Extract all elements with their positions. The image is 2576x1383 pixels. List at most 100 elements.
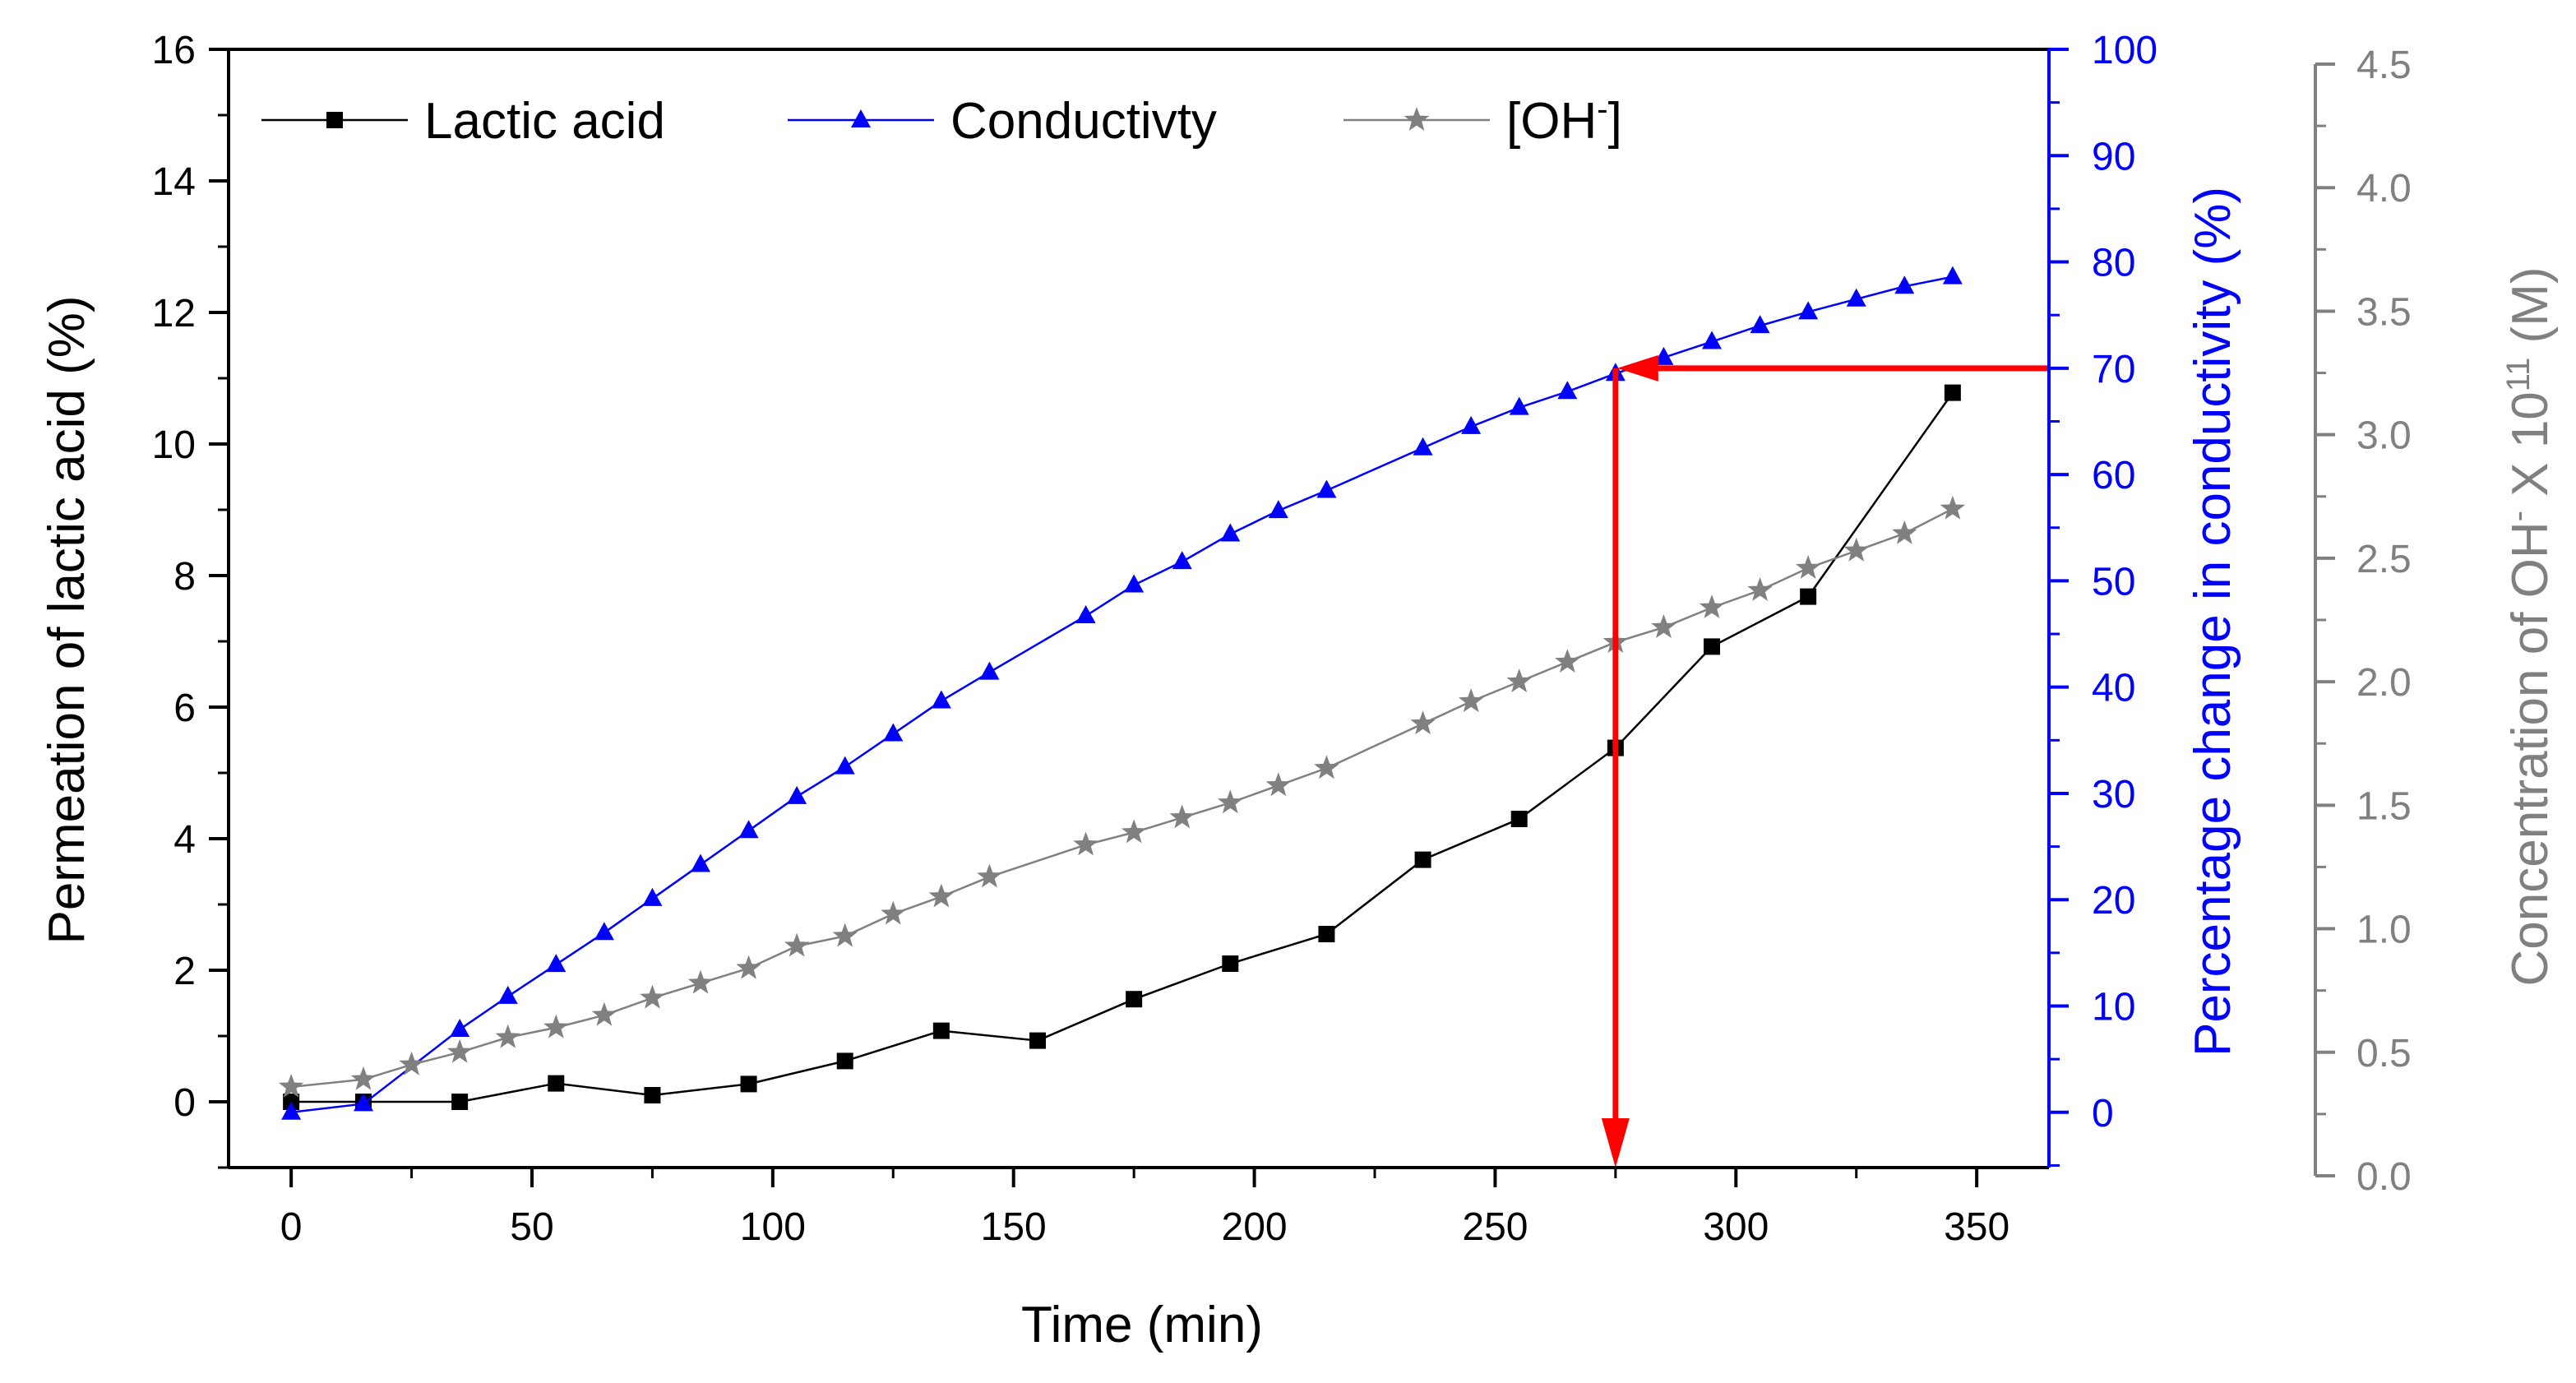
- data-point: [1506, 668, 1532, 693]
- y-right2-tick-label: 4.0: [2356, 167, 2412, 210]
- legend-label-part: [OH: [1506, 93, 1597, 150]
- y-left-tick-label: 8: [173, 555, 196, 599]
- data-point: [1702, 331, 1722, 349]
- data-point: [835, 756, 855, 775]
- data-point: [1892, 520, 1917, 544]
- data-point: [1220, 523, 1241, 542]
- y-right1-tick-label: 60: [2092, 454, 2135, 497]
- data-point: [543, 1014, 569, 1038]
- y-left-tick-label: 12: [152, 292, 196, 335]
- y-right2-tick-label: 1.0: [2356, 909, 2412, 952]
- data-point: [928, 883, 955, 908]
- legend-item-2: [OH-]: [1343, 91, 1622, 150]
- y-left-tick-label: 4: [173, 818, 196, 862]
- y-right1-tick-label: 50: [2092, 560, 2135, 604]
- x-tick-label: 50: [510, 1205, 553, 1249]
- y-right2-tick-label: 0.5: [2356, 1032, 2412, 1075]
- data-point: [1414, 851, 1431, 868]
- data-point: [1029, 1032, 1046, 1049]
- x-tick-label: 0: [280, 1205, 303, 1249]
- legend-marker: [326, 112, 343, 128]
- data-point: [1800, 588, 1817, 605]
- data-point: [1314, 755, 1339, 779]
- axis-title-superscript: -: [2500, 511, 2537, 521]
- y-left-tick-label: 10: [152, 423, 196, 467]
- data-point: [836, 1052, 853, 1070]
- data-point: [740, 1075, 757, 1093]
- series-layer: [278, 266, 1966, 1120]
- data-point: [1509, 396, 1529, 415]
- y-left-tick-label: 6: [173, 687, 196, 730]
- data-point: [1124, 574, 1145, 593]
- y-right1-tick-label: 20: [2092, 879, 2135, 923]
- data-point: [784, 932, 810, 957]
- data-point: [687, 969, 714, 994]
- data-point: [1798, 301, 1819, 320]
- data-point: [495, 1024, 520, 1048]
- data-point: [1073, 831, 1098, 856]
- horizontal-arrow-head: [1616, 354, 1658, 382]
- x-tick-label: 350: [1944, 1205, 2009, 1249]
- data-point: [1169, 804, 1195, 829]
- data-point: [1265, 772, 1292, 797]
- data-point: [1510, 811, 1528, 827]
- y-right1-tick-label: 80: [2092, 242, 2135, 285]
- x-tick-label: 250: [1462, 1205, 1528, 1249]
- legend-label: [OH-]: [1506, 91, 1622, 150]
- y-right2-tick-label: 2.5: [2356, 538, 2412, 581]
- x-axis-title: Time (min): [1021, 1297, 1263, 1353]
- y-right2-tick-label: 2.0: [2356, 661, 2412, 705]
- data-point: [278, 1073, 304, 1098]
- y-left-tick-label: 2: [173, 950, 196, 993]
- y-right1-tick-label: 100: [2092, 29, 2157, 72]
- data-point: [1458, 688, 1484, 713]
- y-right1-tick-label: 40: [2092, 667, 2135, 710]
- data-point: [281, 1101, 302, 1120]
- legend-item-0: Lactic acid: [261, 93, 665, 150]
- data-point: [1268, 500, 1288, 519]
- y-right1-tick-label: 0: [2092, 1092, 2114, 1136]
- y-right1-tick-label: 90: [2092, 135, 2135, 178]
- data-point: [1704, 638, 1720, 655]
- series-line: [291, 391, 1954, 1103]
- x-tick-label: 200: [1222, 1205, 1288, 1249]
- series-line: [290, 275, 1954, 1114]
- series-1: [281, 266, 1963, 1120]
- data-point: [1942, 266, 1963, 284]
- data-point: [591, 1001, 617, 1026]
- data-point: [546, 954, 567, 973]
- data-point: [832, 923, 858, 947]
- legend: Lactic acid Conductivty [OH-]: [261, 91, 1622, 150]
- data-point: [1750, 315, 1770, 334]
- legend-label-part: ]: [1608, 93, 1622, 150]
- y-right1-tick-label: 30: [2092, 773, 2135, 816]
- data-point: [640, 984, 665, 1009]
- data-point: [1126, 991, 1143, 1008]
- y-right2-tick-label: 1.5: [2356, 784, 2412, 828]
- y-left-tick-label: 14: [152, 160, 196, 204]
- data-point: [1318, 926, 1335, 942]
- y-right1-axis-title: Percentage change in conductivity (%): [2185, 187, 2241, 1057]
- data-point: [1316, 479, 1337, 498]
- data-point: [354, 1093, 373, 1112]
- data-point: [1555, 649, 1580, 673]
- axis-title-part: X 10: [2502, 391, 2559, 511]
- data-point: [883, 723, 904, 742]
- data-point: [1172, 551, 1192, 570]
- legend-label: Lactic acid: [424, 93, 665, 150]
- data-point: [1940, 495, 1966, 520]
- data-point: [932, 1022, 950, 1039]
- data-point: [1894, 275, 1915, 294]
- y-right2-tick-label: 4.5: [2356, 44, 2412, 87]
- y-left-tick-label: 16: [152, 29, 196, 72]
- data-point: [1699, 594, 1725, 618]
- data-point: [979, 661, 1000, 680]
- data-point: [451, 1094, 469, 1110]
- axis-title-part: Concentration of OH: [2502, 521, 2559, 986]
- data-point: [738, 820, 759, 839]
- annotation-layer: [1601, 354, 2049, 1168]
- data-point: [1413, 437, 1433, 456]
- data-point: [691, 853, 710, 872]
